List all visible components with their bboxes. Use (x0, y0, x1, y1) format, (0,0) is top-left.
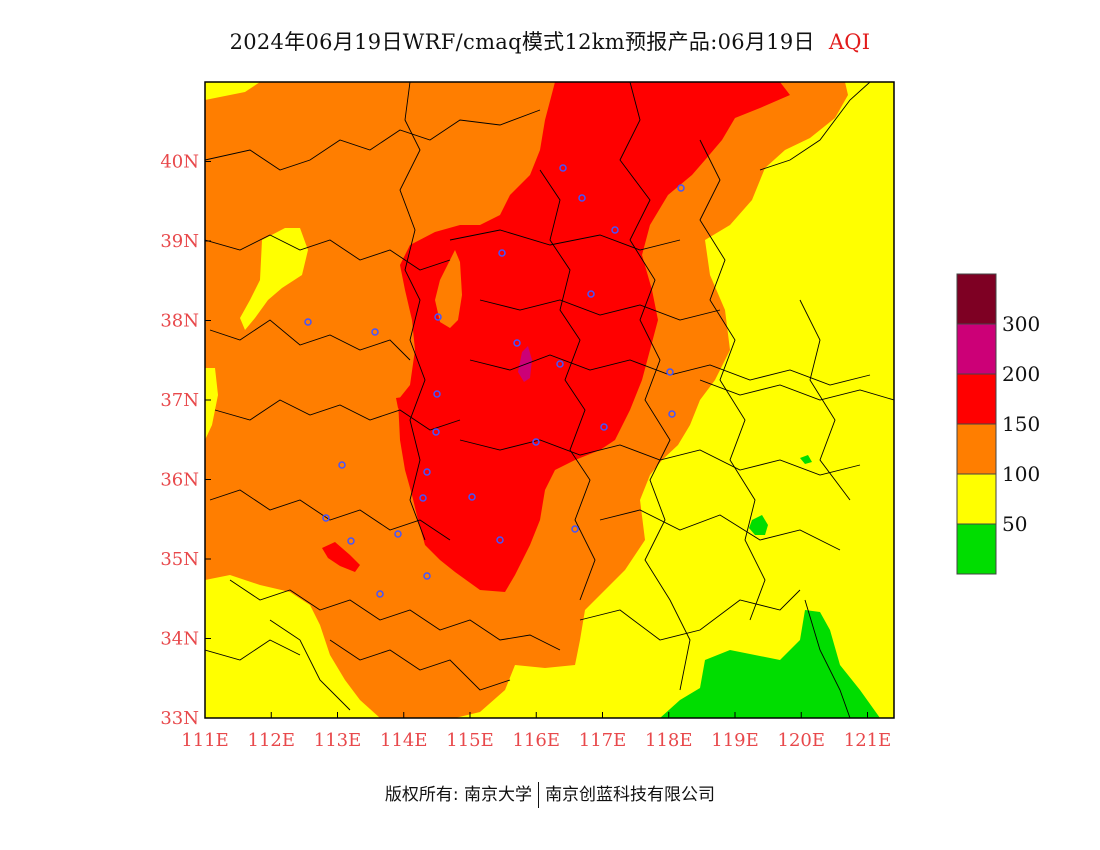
legend-label: 200 (1002, 362, 1040, 386)
station-marker (498, 249, 506, 257)
x-tick-label: 112E (248, 730, 296, 751)
aqi-zone-orange-notch (435, 250, 462, 328)
station-marker (376, 590, 384, 598)
station-marker (578, 194, 586, 202)
legend-label: 150 (1002, 412, 1040, 436)
aqi-zone-red-patch-1 (322, 542, 360, 572)
variable-label: AQI (828, 30, 871, 54)
station-marker (338, 461, 346, 469)
station-marker (423, 572, 431, 580)
station-marker (347, 537, 355, 545)
station-marker (304, 318, 312, 326)
aqi-zone-red-patch-2 (396, 396, 414, 413)
y-tick-label: 39N (160, 231, 199, 252)
aqi-zone-green-small-1 (749, 515, 768, 535)
y-tick-label: 34N (160, 629, 199, 650)
station-marker (432, 428, 440, 436)
station-marker (394, 530, 402, 538)
y-tick-label: 40N (160, 152, 199, 173)
footer-divider (538, 782, 540, 808)
station-markers (304, 164, 685, 598)
station-marker (513, 339, 521, 347)
footer: 版权所有: 南京大学 南京创蓝科技有限公司 (0, 780, 1100, 808)
aqi-zone-red (398, 82, 790, 592)
station-marker (322, 514, 330, 522)
company-text: 南京创蓝科技有限公司 (545, 785, 716, 805)
x-tick-label: 115E (446, 730, 494, 751)
legend-label: 300 (1002, 312, 1040, 336)
y-tick-label: 38N (160, 311, 199, 332)
title-text: 2024年06月19日WRF/cmaq模式12km预报产品:06月19日 (229, 30, 815, 54)
station-marker (433, 390, 441, 398)
x-tick-label: 118E (645, 730, 693, 751)
y-tick-label: 33N (160, 708, 199, 729)
x-tick-label: 121E (844, 730, 892, 751)
x-tick-label: 114E (380, 730, 428, 751)
station-marker (419, 494, 427, 502)
aqi-zone-yellow-edge (205, 368, 218, 440)
aqi-zone-green-small-2 (800, 455, 812, 464)
legend-swatch (956, 473, 997, 525)
copyright-text: 版权所有: 南京大学 (384, 785, 533, 805)
station-marker (468, 493, 476, 501)
y-axis: 33N 34N 35N 36N 37N 38N 39N 40N (160, 152, 211, 729)
station-marker (587, 290, 595, 298)
station-marker (434, 313, 442, 321)
x-tick-label: 116E (513, 730, 561, 751)
station-marker (532, 438, 540, 446)
station-marker (571, 525, 579, 533)
y-tick-label: 36N (160, 470, 199, 491)
legend-swatch (956, 373, 997, 425)
aqi-zone-yellow-inset (240, 228, 308, 330)
legend-swatch (956, 523, 997, 575)
station-marker (600, 423, 608, 431)
x-tick-label: 117E (579, 730, 627, 751)
legend-label: 100 (1002, 462, 1040, 486)
station-marker (371, 328, 379, 336)
boundary-lines (205, 82, 894, 718)
x-tick-label: 120E (778, 730, 826, 751)
map-plot-area (205, 82, 894, 718)
y-tick-label: 37N (160, 390, 199, 411)
x-tick-label: 119E (711, 730, 759, 751)
station-marker (611, 226, 619, 234)
station-marker (668, 410, 676, 418)
x-tick-label: 111E (181, 730, 229, 751)
aqi-zone-green (660, 610, 880, 718)
station-marker (677, 184, 685, 192)
legend-swatch (956, 273, 997, 325)
station-marker (556, 360, 564, 368)
legend-label: 50 (1002, 512, 1027, 536)
legend-swatch (956, 323, 997, 375)
x-tick-label: 113E (314, 730, 362, 751)
station-marker (666, 368, 674, 376)
y-tick-label: 35N (160, 549, 199, 570)
aqi-legend: 50 100 150 200 300 (956, 273, 1040, 575)
station-marker (496, 536, 504, 544)
legend-swatch (956, 423, 997, 475)
map-title: 2024年06月19日WRF/cmaq模式12km预报产品:06月19日 AQI (0, 26, 1100, 56)
station-marker (423, 468, 431, 476)
x-axis: 111E 112E 113E 114E 115E 116E 117E 118E 119E 120E… (181, 712, 891, 751)
station-marker (559, 164, 567, 172)
